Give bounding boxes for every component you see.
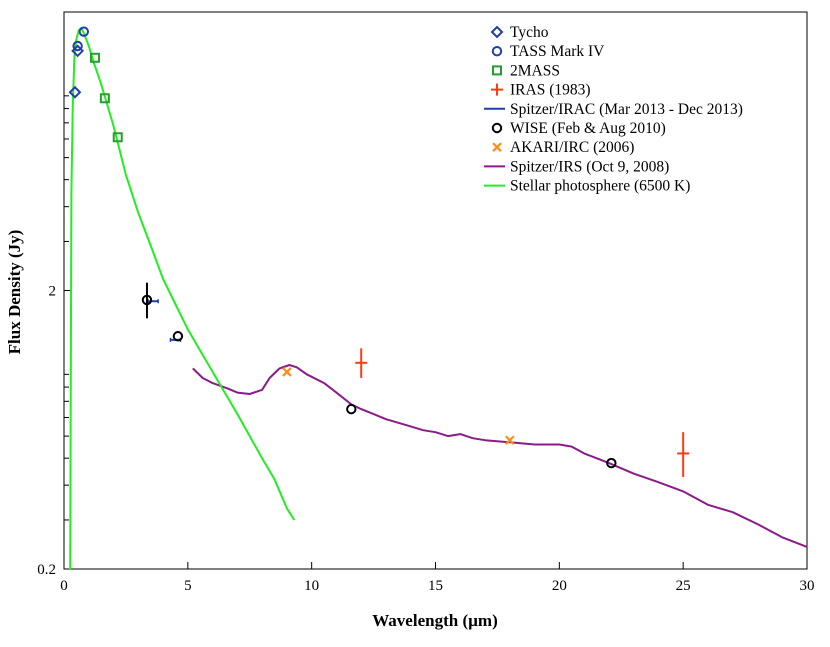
series-1-point-shape — [72, 40, 83, 52]
series-6-point-stroke — [505, 435, 515, 445]
x-tick-label: 15 — [428, 578, 443, 594]
legend-swatch-shape — [491, 122, 503, 134]
x-tick-label: 30 — [800, 578, 815, 594]
legend-label: Spitzer/IRAC (Mar 2013 - Dec 2013) — [510, 101, 743, 118]
legend-swatch — [492, 65, 502, 76]
legend-label: Spitzer/IRS (Oct 9, 2008) — [510, 158, 669, 175]
series-2-point — [89, 52, 100, 63]
legend-swatch-shape — [490, 25, 504, 39]
legend-swatch — [492, 142, 502, 152]
series-5-point — [141, 294, 153, 306]
y-axis-title: Flux Density (Jy) — [5, 230, 24, 355]
x-tick-label: 0 — [60, 578, 68, 594]
plot-frame — [63, 11, 808, 570]
legend-swatch-shape — [492, 65, 502, 76]
series-2-point-shape — [89, 52, 100, 63]
series-5-point — [606, 457, 617, 469]
series-1-point-shape — [78, 26, 90, 37]
series-4-point — [147, 299, 159, 304]
series-1-point — [72, 40, 83, 52]
legend-label: WISE (Feb & Aug 2010) — [510, 120, 666, 137]
ticks-layer: 0 5 10 15 20 25 30 0.2 2 — [37, 11, 815, 594]
x-axis-title: Wavelength (µm) — [372, 611, 497, 630]
series-5-point-shape — [606, 457, 617, 469]
legend-label: TASS Mark IV — [510, 43, 605, 60]
series-0-point-shape — [68, 85, 82, 99]
legend-label: Tycho — [510, 24, 549, 41]
series-7-line — [192, 364, 808, 548]
series-5-point-shape — [172, 331, 184, 342]
legend-swatch-stroke — [492, 142, 502, 152]
series-6-point — [505, 435, 515, 445]
series-2-point-shape — [99, 93, 110, 104]
series-5-point — [346, 403, 357, 415]
legend-label: IRAS (1983) — [510, 82, 591, 99]
series-0-point — [68, 85, 82, 99]
legend-swatch — [491, 46, 503, 57]
series-5-point-shape — [346, 403, 357, 415]
legend-swatch — [490, 25, 504, 39]
series-5-point — [172, 331, 184, 342]
y-tick-label: 2 — [49, 284, 57, 300]
series-5-point-shape — [141, 294, 153, 306]
legend-label: Stellar photosphere (6500 K) — [510, 178, 690, 195]
legend-swatch-shape — [491, 46, 503, 57]
series-6-point-stroke — [282, 367, 292, 377]
x-tick-label: 10 — [304, 578, 319, 594]
legend-swatch — [491, 122, 503, 134]
series-6-point — [282, 367, 292, 377]
legend: Tycho TASS Mark IV 2MASS IRAS (1983) Spitzer… — [484, 24, 743, 195]
y-tick-label: 0.2 — [37, 562, 56, 578]
series-2-point — [112, 132, 123, 143]
series-layer — [68, 26, 808, 570]
series-8-line — [69, 27, 296, 570]
series-1-point — [78, 26, 90, 37]
x-tick-label: 25 — [676, 578, 691, 594]
series-2-point-shape — [112, 132, 123, 143]
legend-label: 2MASS — [510, 62, 560, 79]
legend-label: AKARI/IRC (2006) — [510, 139, 634, 156]
x-tick-label: 5 — [184, 578, 192, 594]
x-tick-label: 20 — [552, 578, 567, 594]
series-2-point — [99, 93, 110, 104]
